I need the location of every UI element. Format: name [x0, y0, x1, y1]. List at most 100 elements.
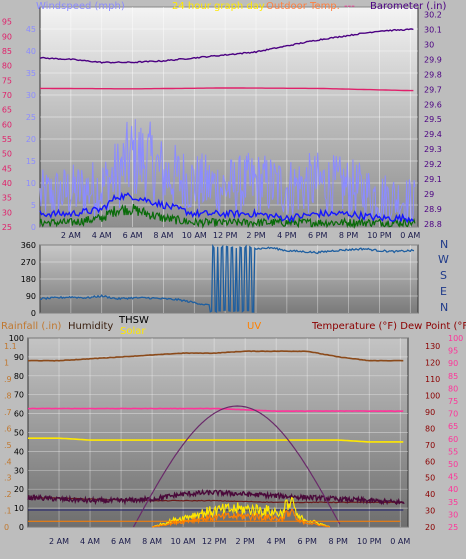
top-x-tick: 4 PM	[277, 231, 296, 240]
barometer-tick: 29.1	[424, 175, 442, 184]
humidity-tick: 20	[14, 485, 24, 494]
humidity-tick: 80	[14, 372, 24, 381]
dewpoint-tick: 85	[448, 372, 458, 381]
bottom-x-tick: 10 AM	[171, 537, 196, 546]
uv-arc	[132, 405, 341, 528]
wind-avg-line	[39, 191, 414, 224]
humidity-tick: 50	[14, 429, 24, 438]
bottom-x-tick: 6 AM	[111, 537, 131, 546]
temperature-tick: 50	[425, 474, 435, 483]
barometer-tick: 29.9	[424, 55, 442, 64]
dewpoint-tick: 75	[448, 397, 458, 406]
wind-tick: 10	[26, 179, 36, 188]
barometer-tick: 29.2	[424, 160, 442, 169]
temperature-tick: 60	[425, 457, 435, 466]
wind-tick: 5	[31, 201, 36, 210]
thsw-label: THSW	[118, 315, 149, 326]
barometer-tick: 29.4	[424, 130, 442, 139]
rain-tick: .9	[4, 375, 12, 384]
dewpoint-tick: 35	[448, 498, 458, 507]
compass-s: S	[440, 269, 447, 282]
temp-tick: 95	[2, 18, 12, 27]
compass-e: E	[440, 285, 447, 298]
direction-tick: 90	[26, 292, 36, 301]
humidity-label: Humidity	[68, 321, 113, 332]
barometer-tick: 28.9	[424, 205, 442, 214]
temperature-tick: 20	[425, 523, 435, 532]
temp-tick: 25	[2, 223, 12, 232]
rain-tick: .2	[4, 490, 12, 499]
bottom-x-tick: 2 PM	[235, 537, 254, 546]
humidity-tick: 10	[14, 504, 24, 513]
humidity-tick: 60	[14, 410, 24, 419]
barometer-tick: 28.8	[424, 220, 442, 229]
windspeed-label: Windspeed (mph)	[36, 1, 125, 12]
bottom-x-tick: 8 PM	[329, 537, 348, 546]
top-x-tick: 4 AM	[92, 231, 112, 240]
compass-n-bottom: N	[440, 301, 448, 314]
direction-tick: 180	[21, 275, 36, 284]
rain-tick: .3	[4, 474, 12, 483]
temp-tick: 40	[2, 179, 12, 188]
dewpoint-tick: 100	[448, 334, 463, 343]
compass-n-top: N	[440, 238, 448, 251]
top-x-tick: 6 AM	[123, 231, 143, 240]
temp-tick: 55	[2, 135, 12, 144]
bottom-x-tick: 4 AM	[80, 537, 100, 546]
temperature-tick: 30	[425, 507, 435, 516]
direction-tick: 360	[21, 241, 36, 250]
solar-label: Solar	[120, 326, 146, 337]
temperature-tick: 110	[425, 375, 440, 384]
dewpoint-tick: 50	[448, 460, 458, 469]
temp-tick: 70	[2, 91, 12, 100]
barometer-tick: 29	[424, 190, 434, 199]
temp-tick: 45	[2, 164, 12, 173]
rain-tick: 1.1	[4, 342, 17, 351]
temp-tick: 85	[2, 47, 12, 56]
temperature-tick: 120	[425, 359, 440, 368]
temp-tick: 90	[2, 32, 12, 41]
rain-tick: .8	[4, 392, 12, 401]
temp-tick: 75	[2, 76, 12, 85]
dewpoint-tick: 45	[448, 473, 458, 482]
dewpoint-tick: 80	[448, 384, 458, 393]
outdoor-temp-line	[40, 87, 414, 92]
outdoor-temp-label: Outdoor Temp.	[266, 1, 340, 12]
top-x-tick: 10 PM	[367, 231, 392, 240]
dewpoint-tick: 70	[448, 410, 458, 419]
dewpoint-tick: 90	[448, 359, 458, 368]
wind-tick: 25	[26, 113, 36, 122]
temp-tick: 60	[2, 120, 12, 129]
dewpoint-tick: 95	[448, 347, 458, 356]
wind-tick: 0	[31, 223, 36, 232]
direction-tick: 270	[21, 258, 36, 267]
compass-w: W	[438, 253, 449, 266]
temp-tick: 65	[2, 106, 12, 115]
humidity-tick: 40	[14, 447, 24, 456]
rain-tick: .6	[4, 424, 12, 433]
top-x-tick: 2 PM	[246, 231, 265, 240]
temp-tick: 30	[2, 208, 12, 217]
rain-tick: .5	[4, 441, 12, 450]
dewpoint-tick: 65	[448, 422, 458, 431]
direction-tick: 0	[31, 309, 36, 318]
uv-index-line	[152, 508, 330, 528]
dewpoint-tick: 30	[448, 510, 458, 519]
wind-tick: 15	[26, 157, 36, 166]
barometer-tick: 30.2	[424, 10, 442, 19]
bottom-x-tick: 6 PM	[298, 537, 317, 546]
temp-tick: 80	[2, 62, 12, 71]
barometer-line	[39, 28, 414, 64]
compass-labels: N W S E N	[438, 238, 449, 314]
wind-tick: 35	[26, 69, 36, 78]
wind-tick: 30	[26, 91, 36, 100]
top-x-tick: 12 PM	[213, 231, 238, 240]
rainfall-label: Rainfall (.in)	[1, 321, 62, 332]
barometer-label: Barometer (.in)	[370, 1, 446, 12]
humidity-line	[28, 350, 404, 362]
temperature-tick: 70	[425, 441, 435, 450]
outdoor-temp-dashes: ---	[344, 1, 355, 12]
uv-label: UV	[247, 321, 261, 332]
top-x-tick: 8 PM	[339, 231, 358, 240]
